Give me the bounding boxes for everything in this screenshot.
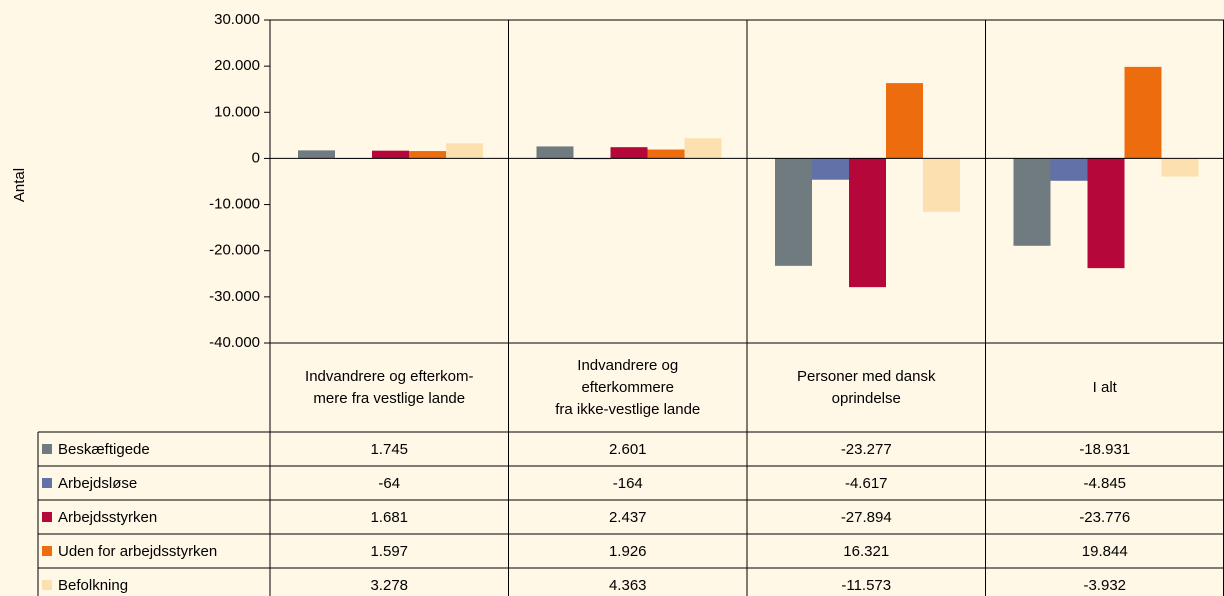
- legend-label: Uden for arbejdsstyrken: [58, 543, 217, 560]
- legend-label: Befolkning: [58, 577, 128, 594]
- y-axis-label: Antal: [11, 168, 28, 202]
- legend-swatch: [42, 444, 52, 454]
- y-tick-label: -30.000: [209, 288, 260, 305]
- bar: [446, 143, 483, 159]
- legend-swatch: [42, 478, 52, 488]
- legend-label: Arbejdsløse: [58, 475, 137, 492]
- bar: [372, 150, 409, 159]
- table-value: -4.617: [845, 475, 888, 492]
- bar: [775, 158, 812, 266]
- bar: [1050, 158, 1088, 181]
- bar: [1013, 158, 1051, 246]
- category-label: Personer med dansk oprindelse: [797, 367, 936, 407]
- category-label: I alt: [1092, 378, 1117, 396]
- y-tick-label: 20.000: [214, 57, 260, 74]
- table-value: -3.932: [1083, 577, 1126, 594]
- table-value: 4.363: [609, 577, 647, 594]
- table-value: -27.894: [841, 509, 892, 526]
- table-value: -4.845: [1083, 475, 1126, 492]
- table-value: -23.776: [1079, 509, 1130, 526]
- legend-swatch: [42, 580, 52, 590]
- y-tick-label: 10.000: [214, 103, 260, 120]
- table-value: 1.745: [370, 441, 408, 458]
- category-label: Indvandrere og efterkommere fra ikke-ves…: [555, 356, 701, 418]
- bar: [849, 158, 886, 288]
- category-label: Indvandrere og efterkom- mere fra vestli…: [305, 367, 474, 407]
- table-value: 2.437: [609, 509, 647, 526]
- bar: [886, 83, 923, 159]
- bar: [1124, 66, 1162, 159]
- table-value: 1.681: [370, 509, 408, 526]
- table-value: 3.278: [370, 577, 408, 594]
- legend-swatch: [42, 512, 52, 522]
- table-value: -18.931: [1079, 441, 1130, 458]
- y-tick-label: -40.000: [209, 334, 260, 351]
- bar: [684, 138, 722, 159]
- bar: [298, 150, 335, 159]
- bar: [812, 158, 849, 180]
- y-tick-label: 30.000: [214, 11, 260, 28]
- legend-label: Beskæftigede: [58, 441, 150, 458]
- y-tick-label: -20.000: [209, 242, 260, 259]
- legend-label: Arbejdsstyrken: [58, 509, 157, 526]
- table-value: 2.601: [609, 441, 647, 458]
- bar: [1087, 158, 1125, 269]
- bar: [409, 151, 446, 159]
- table-value: 1.926: [609, 543, 647, 560]
- legend-swatch: [42, 546, 52, 556]
- table-value: -164: [613, 475, 643, 492]
- bar: [647, 149, 685, 159]
- table-value: 16.321: [843, 543, 889, 560]
- table-value: -64: [378, 475, 400, 492]
- table-value: -11.573: [841, 577, 891, 594]
- bar: [536, 146, 574, 159]
- table-value: -23.277: [841, 441, 892, 458]
- bar: [1161, 158, 1199, 177]
- table-value: 19.844: [1082, 543, 1128, 560]
- bar: [923, 158, 960, 212]
- bar: [610, 147, 648, 159]
- table-value: 1.597: [370, 543, 408, 560]
- y-tick-label: -10.000: [209, 196, 260, 213]
- y-tick-label: 0: [252, 149, 260, 166]
